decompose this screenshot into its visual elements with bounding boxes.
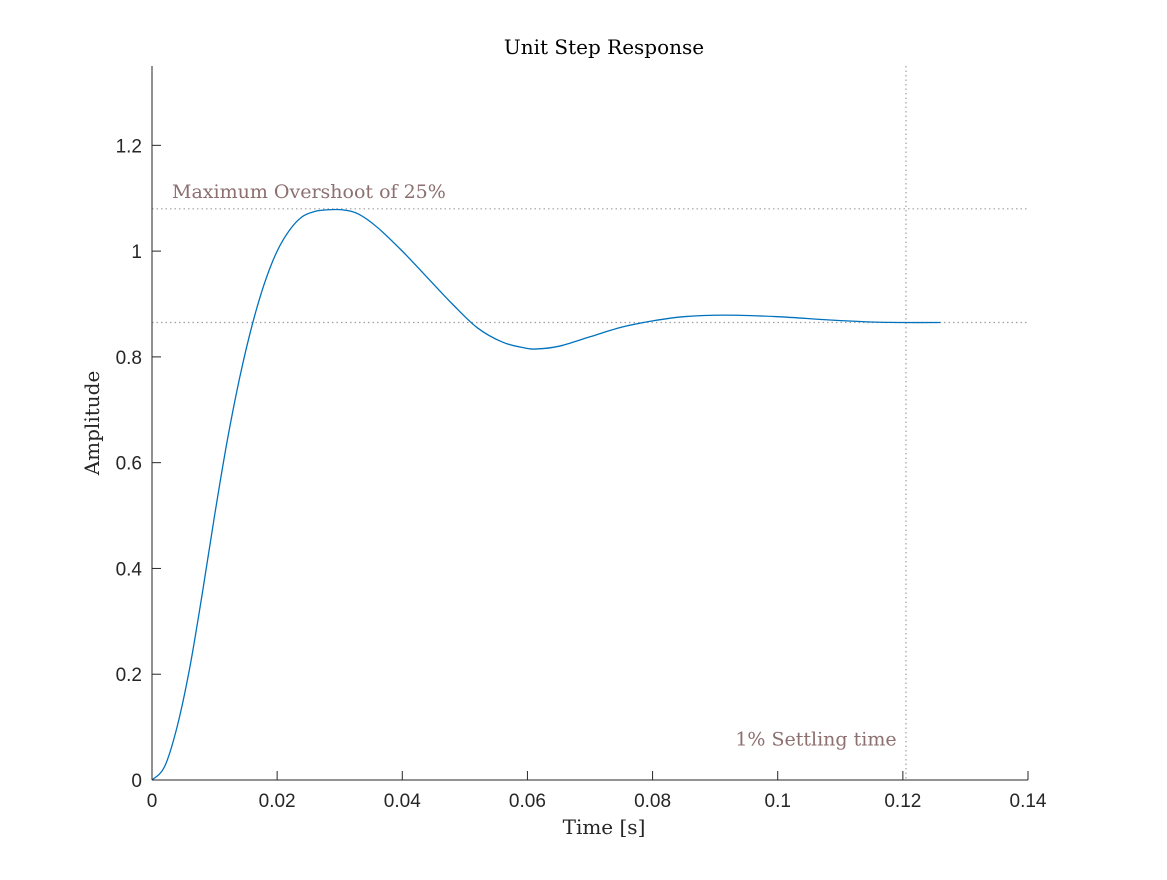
y-tick-label: 0.6 [116, 454, 142, 475]
annotations-layer: Maximum Overshoot of 25% 1% Settling time [172, 181, 897, 750]
x-tick-label: 0.04 [384, 791, 421, 812]
reference-lines [152, 66, 1028, 780]
y-axis-label: Amplitude [80, 371, 104, 477]
y-tick-label: 0 [131, 771, 142, 792]
y-tick-label: 0.4 [116, 559, 143, 580]
x-tick-label: 0.02 [259, 791, 296, 812]
x-axis-label: Time [s] [563, 815, 646, 839]
x-tick-label: 0.1 [765, 791, 791, 812]
series-layer [151, 208, 941, 781]
x-tick-label: 0.08 [634, 791, 671, 812]
x-tick-label: 0 [147, 791, 158, 812]
annotation-label: 1% Settling time [735, 729, 896, 751]
axes-layer [151, 66, 1028, 781]
chart-title: Unit Step Response [504, 35, 704, 59]
x-tick-label: 0.06 [509, 791, 546, 812]
x-tick-label: 0.14 [1010, 791, 1047, 812]
ticks-layer: 0 0.02 0.04 0.06 0.08 0.1 0.12 0.14 0 0.2 0.4 0.6 0.… [116, 136, 1047, 812]
annotation-label: Maximum Overshoot of 25% [172, 181, 446, 203]
y-tick-label: 0.2 [116, 665, 142, 686]
x-tick-label: 0.12 [884, 791, 921, 812]
y-tick-label: 1 [131, 242, 142, 263]
labels-layer: Unit Step Response Time [s] Amplitude [80, 35, 704, 839]
step-response-line [151, 208, 941, 781]
y-tick-label: 1.2 [116, 136, 142, 157]
y-tick-label: 0.8 [116, 348, 142, 369]
